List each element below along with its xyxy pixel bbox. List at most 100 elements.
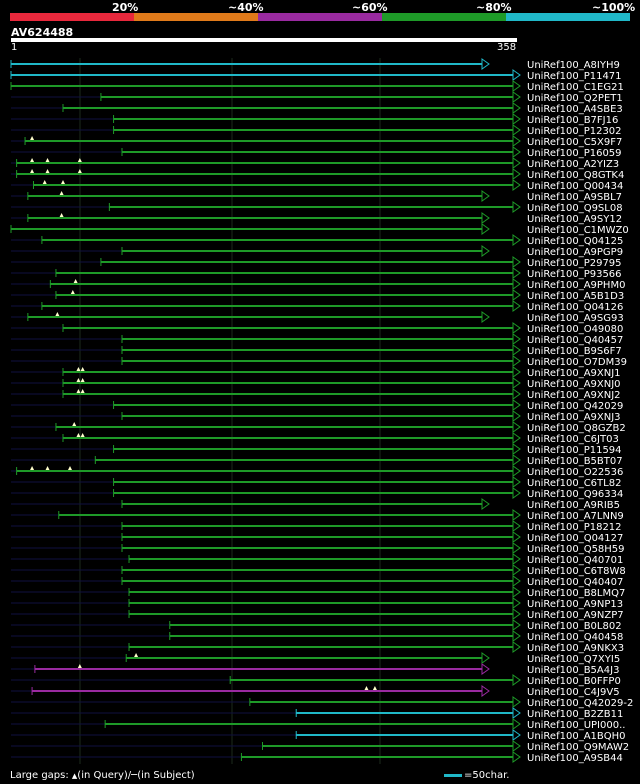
hit-end-arrow [512, 201, 521, 213]
query-gap-marker [45, 169, 50, 173]
hit-label[interactable]: UniRef100_Q40701 [527, 555, 623, 566]
hit-end-arrow [512, 454, 521, 466]
hit-label[interactable]: UniRef100_A9XNJ3 [527, 412, 621, 423]
hit-label[interactable]: UniRef100_B8LMQ7 [527, 588, 625, 599]
hit-end-arrow [512, 157, 521, 169]
hit-end-arrow [512, 80, 521, 92]
hit-label[interactable]: UniRef100_Q04126 [527, 302, 623, 313]
hit-label[interactable]: UniRef100_B7FJ16 [527, 115, 618, 126]
hit-label[interactable]: UniRef100_A9PHM0 [527, 280, 625, 291]
hit-label[interactable]: UniRef100_Q40407 [527, 577, 623, 588]
hit-label[interactable]: UniRef100_A9SB44 [527, 753, 623, 764]
ruler-start-label: 1 [11, 42, 18, 53]
query-gap-marker [76, 378, 81, 382]
hit-end-arrow [512, 267, 521, 279]
query-gap-marker [30, 136, 35, 140]
hit-label[interactable]: UniRef100_B5BT07 [527, 456, 623, 467]
hit-label[interactable]: UniRef100_Q58H59 [527, 544, 625, 555]
hit-label[interactable]: UniRef100_C6TL82 [527, 478, 621, 489]
hit-end-arrow [481, 223, 490, 235]
hit-label[interactable]: UniRef100_Q04125 [527, 236, 623, 247]
hit-label[interactable]: UniRef100_Q8GZB2 [527, 423, 626, 434]
hit-label[interactable]: UniRef100_C1EG21 [527, 82, 624, 93]
hit-label[interactable]: UniRef100_A9SY12 [527, 214, 622, 225]
query-gap-marker [80, 389, 85, 393]
hit-label[interactable]: UniRef100_A5B1D3 [527, 291, 624, 302]
hit-end-arrow [481, 311, 490, 323]
hit-label[interactable]: UniRef100_Q96334 [527, 489, 623, 500]
hit-end-arrow [512, 520, 521, 532]
hit-end-arrow [512, 278, 521, 290]
hit-label[interactable]: UniRef100_A8IYH9 [527, 60, 620, 71]
hit-label[interactable]: UniRef100_B0L802 [527, 621, 622, 632]
ruler-end-label: 358 [497, 42, 517, 53]
hit-label[interactable]: UniRef100_A1BQH0 [527, 731, 626, 742]
hit-label[interactable]: UniRef100_B0FFP0 [527, 676, 621, 687]
legend-label-4: ~80% [476, 1, 512, 14]
hit-label[interactable]: UniRef100_A9SBL7 [527, 192, 622, 203]
hit-label[interactable]: UniRef100_A7LNN9 [527, 511, 624, 522]
hit-label[interactable]: UniRef100_Q8GTK4 [527, 170, 624, 181]
hit-label[interactable]: UniRef100_A9RIB5 [527, 500, 620, 511]
hit-label[interactable]: UniRef100_Q2PET1 [527, 93, 623, 104]
hit-label[interactable]: UniRef100_C5X9F7 [527, 137, 622, 148]
hit-label[interactable]: UniRef100_P12302 [527, 126, 622, 137]
hit-label[interactable]: UniRef100_C6T8W8 [527, 566, 626, 577]
hit-end-arrow [512, 355, 521, 367]
hit-label[interactable]: UniRef100_A4SBE3 [527, 104, 623, 115]
hit-label[interactable]: UniRef100_A9NZP7 [527, 610, 624, 621]
hit-label[interactable]: UniRef100_O7DM39 [527, 357, 627, 368]
hit-end-arrow [512, 729, 521, 741]
hit-label[interactable]: UniRef100_C1MWZ0 [527, 225, 629, 236]
hit-label[interactable]: UniRef100_A9PGP9 [527, 247, 623, 258]
hit-end-arrow [512, 179, 521, 191]
hit-label[interactable]: UniRef100_P93566 [527, 269, 622, 280]
hit-end-arrow [481, 190, 490, 202]
hit-label[interactable]: UniRef100_Q04127 [527, 533, 623, 544]
legend-bar-4 [382, 13, 506, 21]
hit-label[interactable]: UniRef100_O49080 [527, 324, 623, 335]
hit-label[interactable]: UniRef100_Q40457 [527, 335, 623, 346]
hit-end-arrow [481, 58, 490, 70]
query-gap-marker [45, 158, 50, 162]
hit-label[interactable]: UniRef100_B2ZB11 [527, 709, 623, 720]
hit-label[interactable]: UniRef100_Q40458 [527, 632, 623, 643]
query-ruler [11, 38, 517, 42]
hit-label[interactable]: UniRef100_UPI000.. [527, 720, 625, 731]
hit-label[interactable]: UniRef100_A9XNJ0 [527, 379, 621, 390]
scale-legend: =50char. [444, 770, 509, 781]
query-gap-marker [80, 367, 85, 371]
hit-label[interactable]: UniRef100_A9SG93 [527, 313, 624, 324]
hit-label[interactable]: UniRef100_A2YIZ3 [527, 159, 619, 170]
hit-label[interactable]: UniRef100_Q42029-2 [527, 698, 633, 709]
hit-label[interactable]: UniRef100_Q9MAW2 [527, 742, 629, 753]
hit-label[interactable]: UniRef100_A9NKX3 [527, 643, 624, 654]
hit-label[interactable]: UniRef100_P11471 [527, 71, 622, 82]
hit-label[interactable]: UniRef100_Q7XYI5 [527, 654, 620, 665]
hit-label[interactable]: UniRef100_P29795 [527, 258, 622, 269]
hit-label[interactable]: UniRef100_B5A4J3 [527, 665, 619, 676]
hit-label[interactable]: UniRef100_C4J9V5 [527, 687, 620, 698]
scale-text: =50char. [464, 770, 510, 781]
hit-end-arrow [512, 102, 521, 114]
hit-label[interactable]: UniRef100_P18212 [527, 522, 622, 533]
hit-end-arrow [512, 751, 521, 763]
hit-end-arrow [512, 91, 521, 103]
hit-label[interactable]: UniRef100_A9NP13 [527, 599, 623, 610]
hit-label[interactable]: UniRef100_B9S6F7 [527, 346, 622, 357]
hit-end-arrow [512, 366, 521, 378]
hit-label[interactable]: UniRef100_P11594 [527, 445, 622, 456]
query-gap-marker [77, 158, 82, 162]
hit-label[interactable]: UniRef100_Q42029 [527, 401, 623, 412]
hit-end-arrow [512, 333, 521, 345]
hit-end-arrow [512, 630, 521, 642]
hit-label[interactable]: UniRef100_P16059 [527, 148, 622, 159]
hit-label[interactable]: UniRef100_A9XNJ2 [527, 390, 621, 401]
query-gap-marker [76, 433, 81, 437]
hit-label[interactable]: UniRef100_Q9SL08 [527, 203, 623, 214]
hit-label[interactable]: UniRef100_C6JT03 [527, 434, 619, 445]
hit-label[interactable]: UniRef100_Q00434 [527, 181, 623, 192]
hit-label[interactable]: UniRef100_O22536 [527, 467, 623, 478]
hit-label[interactable]: UniRef100_A9XNJ1 [527, 368, 621, 379]
hit-end-arrow [512, 289, 521, 301]
